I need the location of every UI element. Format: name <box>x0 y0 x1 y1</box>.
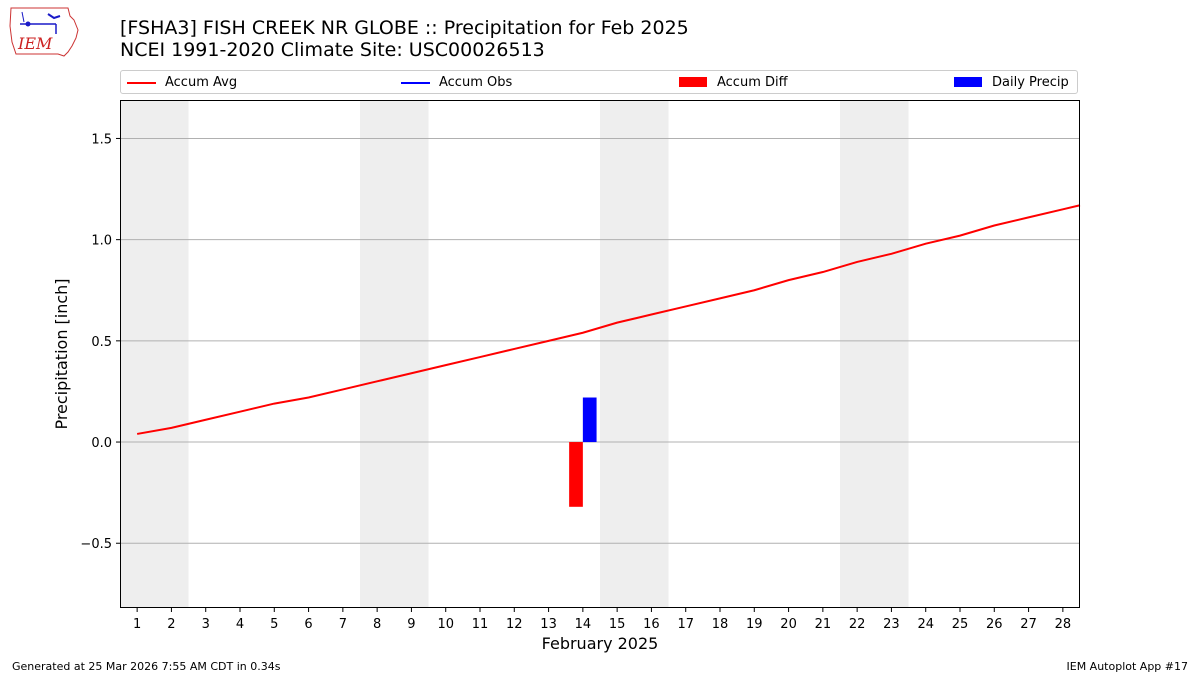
iem-logo: IEM <box>9 7 79 57</box>
legend-swatch-daily-precip <box>954 77 982 87</box>
x-tick-label: 3 <box>202 617 210 632</box>
y-tick-label: 1.5 <box>91 132 112 147</box>
x-tick-label: 20 <box>780 617 797 632</box>
x-tick-label: 14 <box>575 617 592 632</box>
x-tick-label: 28 <box>1055 617 1072 632</box>
x-tick-label: 11 <box>472 617 489 632</box>
legend-label: Accum Avg <box>165 75 238 90</box>
generated-note: Generated at 25 Mar 2026 7:55 AM CDT in … <box>12 660 281 673</box>
x-tick-label: 10 <box>437 617 454 632</box>
x-tick-label: 15 <box>609 617 626 632</box>
x-tick-label: 16 <box>643 617 660 632</box>
y-tick-label: 0.0 <box>91 436 112 451</box>
weekend-band <box>120 100 189 608</box>
legend-swatch-accum-obs <box>401 82 430 84</box>
accum-diff-bar <box>569 442 583 507</box>
x-tick-label: 1 <box>133 617 141 632</box>
y-tick-label: 0.5 <box>91 335 112 350</box>
daily-precip-bar <box>582 397 597 443</box>
x-tick-label: 21 <box>815 617 832 632</box>
y-tick-label: −0.5 <box>80 537 112 552</box>
x-tick-label: 22 <box>849 617 866 632</box>
chart-subtitle: NCEI 1991-2020 Climate Site: USC00026513 <box>120 39 545 61</box>
x-tick-label: 9 <box>407 617 415 632</box>
x-tick-label: 5 <box>270 617 278 632</box>
chart-legend: Accum Avg Accum Obs Accum Diff Daily Pre… <box>120 70 1078 94</box>
weekend-band <box>840 100 909 608</box>
x-tick-label: 4 <box>236 617 244 632</box>
x-tick-label: 19 <box>746 617 763 632</box>
legend-label: Accum Obs <box>439 75 513 90</box>
x-tick-label: 13 <box>540 617 557 632</box>
x-axis-label: February 2025 <box>542 634 659 653</box>
legend-swatch-accum-avg <box>127 82 156 84</box>
accum-avg-line <box>136 204 1081 435</box>
x-tick-label: 23 <box>883 617 900 632</box>
y-tick-label: 1.0 <box>91 234 112 249</box>
x-tick-label: 8 <box>373 617 381 632</box>
x-tick-label: 25 <box>952 617 969 632</box>
x-tick-label: 2 <box>167 617 175 632</box>
x-tick-label: 27 <box>1020 617 1037 632</box>
app-credit: IEM Autoplot App #17 <box>1066 660 1189 673</box>
x-tick-label: 12 <box>506 617 523 632</box>
weekend-band <box>360 100 429 608</box>
x-tick-label: 6 <box>304 617 312 632</box>
x-tick-label: 17 <box>677 617 694 632</box>
legend-label: Daily Precip <box>992 75 1069 90</box>
x-tick-label: 18 <box>712 617 729 632</box>
chart-title: [FSHA3] FISH CREEK NR GLOBE :: Precipita… <box>120 17 689 39</box>
legend-label: Accum Diff <box>717 75 788 90</box>
legend-swatch-accum-diff <box>679 77 707 87</box>
y-axis-label: Precipitation [inch] <box>52 278 71 429</box>
x-tick-label: 26 <box>986 617 1003 632</box>
x-tick-label: 7 <box>339 617 347 632</box>
x-tick-label: 24 <box>917 617 934 632</box>
svg-text:IEM: IEM <box>17 34 53 53</box>
weekend-band <box>600 100 669 608</box>
plot-frame <box>120 100 1080 608</box>
